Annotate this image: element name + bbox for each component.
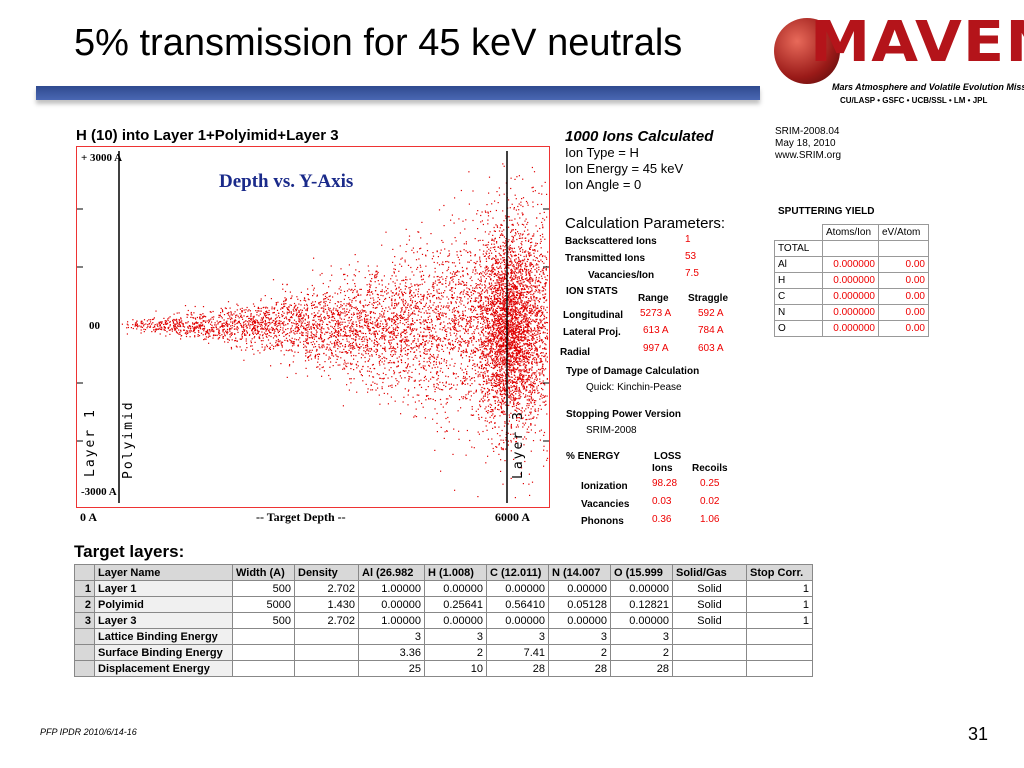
loss-head: LOSS xyxy=(654,451,682,462)
table-row: 2 Polyimid 5000 1.430 0.00000 0.25641 0.56410 0… xyxy=(74,596,813,613)
phonons-ions: 0.36 xyxy=(652,514,672,525)
straggle-header: Straggle xyxy=(688,293,729,304)
damage-value: Quick: Kinchin-Pease xyxy=(586,382,682,393)
vacancies-ions: 0.03 xyxy=(652,496,672,507)
ionization-label: Ionization xyxy=(581,481,628,492)
lateral-range: 613 A xyxy=(643,325,669,336)
title-rule xyxy=(36,86,760,100)
srim-date: May 18, 2010 xyxy=(775,138,836,149)
longitudinal-straggle: 592 A xyxy=(698,308,724,319)
target-layers-table: Layer Name Width (A) Density Al (26.982 … xyxy=(74,564,813,677)
transmitted-value: 53 xyxy=(685,251,697,262)
recoils-column: Recoils xyxy=(692,463,728,474)
energy-head: % ENERGY xyxy=(566,451,620,462)
ions-column: Ions xyxy=(652,463,673,474)
srim-version-block: SRIM-2008.04 May 18, 2010 www.SRIM.org xyxy=(775,126,841,162)
table-row: H 0.000000 0.00 xyxy=(774,272,929,289)
table-row: Surface Binding Energy 3.36 2 7.41 2 2 xyxy=(74,644,813,661)
ion-angle: Ion Angle = 0 xyxy=(565,177,642,192)
stopping-head: Stopping Power Version xyxy=(566,409,682,420)
maven-logo: MAVEN Mars Atmosphere and Volatile Evolu… xyxy=(770,8,1024,105)
table-header-row: Layer Name Width (A) Density Al (26.982 … xyxy=(74,564,813,581)
vacancies-ion-label: Vacancies/Ion xyxy=(588,270,655,281)
plot-title: H (10) into Layer 1+Polyimid+Layer 3 xyxy=(76,127,339,144)
lateral-label: Lateral Proj. xyxy=(563,327,621,338)
logo-word: MAVEN xyxy=(810,10,1024,75)
slide-title: 5% transmission for 45 keV neutrals xyxy=(74,22,683,64)
ion-stats-label: ION STATS xyxy=(566,286,618,297)
y-bottom-label: -3000 A xyxy=(81,486,117,498)
table-row: N 0.000000 0.00 xyxy=(774,304,929,321)
logo-partners: CU/LASP • GSFC • UCB/SSL • LM • JPL xyxy=(840,96,988,105)
table-row: Al 0.000000 0.00 xyxy=(774,256,929,273)
target-layers-title: Target layers: xyxy=(74,542,185,561)
table-row: Displacement Energy 25 10 28 28 28 xyxy=(74,660,813,677)
layer3-label: Layer 3 xyxy=(511,410,526,479)
srim-site: www.SRIM.org xyxy=(775,150,842,161)
mars-planet-icon xyxy=(774,18,840,84)
y-ticks xyxy=(77,208,549,442)
longitudinal-range: 5273 A xyxy=(640,308,672,319)
table-row: O 0.000000 0.00 xyxy=(774,320,929,337)
table-row: C 0.000000 0.00 xyxy=(774,288,929,305)
logo-subtitle: Mars Atmosphere and Volatile Evolution M… xyxy=(832,82,1024,92)
scatter-plot: + 3000 A 00 -3000 A Depth vs. Y-Axis Lay… xyxy=(77,151,549,503)
ionization-recoils: 0.25 xyxy=(700,478,720,489)
radial-straggle: 603 A xyxy=(698,343,724,354)
ions-info: 1000 Ions Calculated Ion Type = H Ion En… xyxy=(565,128,713,193)
plot-frame: + 3000 A 00 -3000 A Depth vs. Y-Axis Lay… xyxy=(76,146,550,508)
vacancies-recoils: 0.02 xyxy=(700,496,720,507)
vacancies-ion-value: 7.5 xyxy=(685,268,699,279)
phonons-label: Phonons xyxy=(581,516,624,527)
ion-energy: Ion Energy = 45 keV xyxy=(565,161,684,176)
srim-version: SRIM-2008.04 xyxy=(775,126,840,137)
ionization-ions: 98.28 xyxy=(652,478,678,489)
x-right-label: 6000 A xyxy=(495,510,531,524)
x-center-label: -- Target Depth -- xyxy=(256,510,346,524)
layer1-label: Layer 1 xyxy=(83,408,98,477)
backscattered-value: 1 xyxy=(685,234,691,245)
stopping-value: SRIM-2008 xyxy=(586,425,637,436)
y-zero-label: 00 xyxy=(89,320,101,332)
scatter-points xyxy=(121,163,549,499)
table-row: 3 Layer 3 500 2.702 1.00000 0.00000 0.00000 0.0… xyxy=(74,612,813,629)
y-top-label: + 3000 A xyxy=(81,152,122,164)
polyimid-label: Polyimid xyxy=(121,400,136,479)
range-header: Range xyxy=(638,293,669,304)
ion-type: Ion Type = H xyxy=(565,145,639,160)
page-number: 31 xyxy=(968,724,989,744)
lateral-straggle: 784 A xyxy=(698,325,724,336)
vacancies-label: Vacancies xyxy=(581,499,630,510)
sputtering-title: SPUTTERING YIELD xyxy=(778,206,875,217)
damage-head: Type of Damage Calculation xyxy=(566,366,700,377)
plot-inner-title: Depth vs. Y-Axis xyxy=(219,171,353,192)
table-row: 1 Layer 1 500 2.702 1.00000 0.00000 0.00000 0.0… xyxy=(74,580,813,597)
calc-params-head: Calculation Parameters: xyxy=(565,215,726,232)
table-row: TOTAL xyxy=(774,240,929,257)
radial-range: 997 A xyxy=(643,343,669,354)
x-left-label: 0 A xyxy=(80,510,98,524)
transmitted-label: Transmitted Ions xyxy=(565,253,646,264)
sputt-col-atoms: Atoms/Ion xyxy=(822,224,879,241)
ions-head: 1000 Ions Calculated xyxy=(565,128,714,145)
phonons-recoils: 1.06 xyxy=(700,514,720,525)
longitudinal-label: Longitudinal xyxy=(563,310,623,321)
sputt-col-ev: eV/Atom xyxy=(878,224,929,241)
sputtering-table: Atoms/Ion eV/Atom TOTAL Al 0.000000 0.00 H… xyxy=(774,224,929,337)
backscattered-label: Backscattered Ions xyxy=(565,236,657,247)
table-row: Lattice Binding Energy 3 3 3 3 3 xyxy=(74,628,813,645)
radial-label: Radial xyxy=(560,347,591,358)
footer-text: PFP IPDR 2010/6/14-16 xyxy=(40,727,137,737)
